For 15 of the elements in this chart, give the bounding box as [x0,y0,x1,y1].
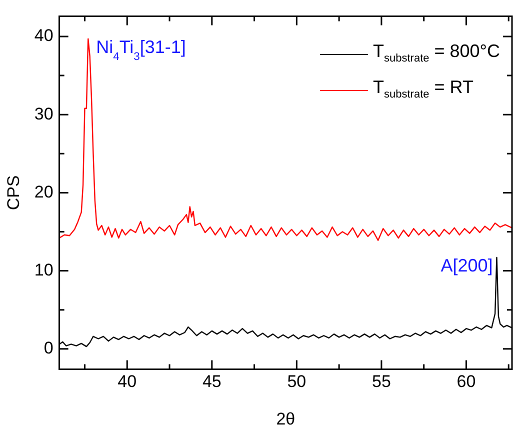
y-tick-label: 10 [34,260,54,280]
x-tick-label: 50 [287,372,306,392]
x-tick-label: 55 [372,372,391,392]
legend-label: T$_{substrate}$ = 800°C [373,40,500,67]
x-tick-label: 60 [456,372,476,392]
y-tick-label: 30 [34,104,54,124]
annotation: A[200] [440,256,493,276]
x-tick-label: 45 [202,372,222,392]
x-axis-title: 2θ [276,409,296,428]
y-axis-title: CPS [4,175,23,210]
legend-label: T$_{substrate}$ = RT [373,76,474,102]
x-tick-label: 40 [118,372,137,392]
y-tick-label: 40 [34,26,54,46]
y-tick-label: 0 [44,338,54,358]
y-tick-label: 20 [34,182,54,202]
